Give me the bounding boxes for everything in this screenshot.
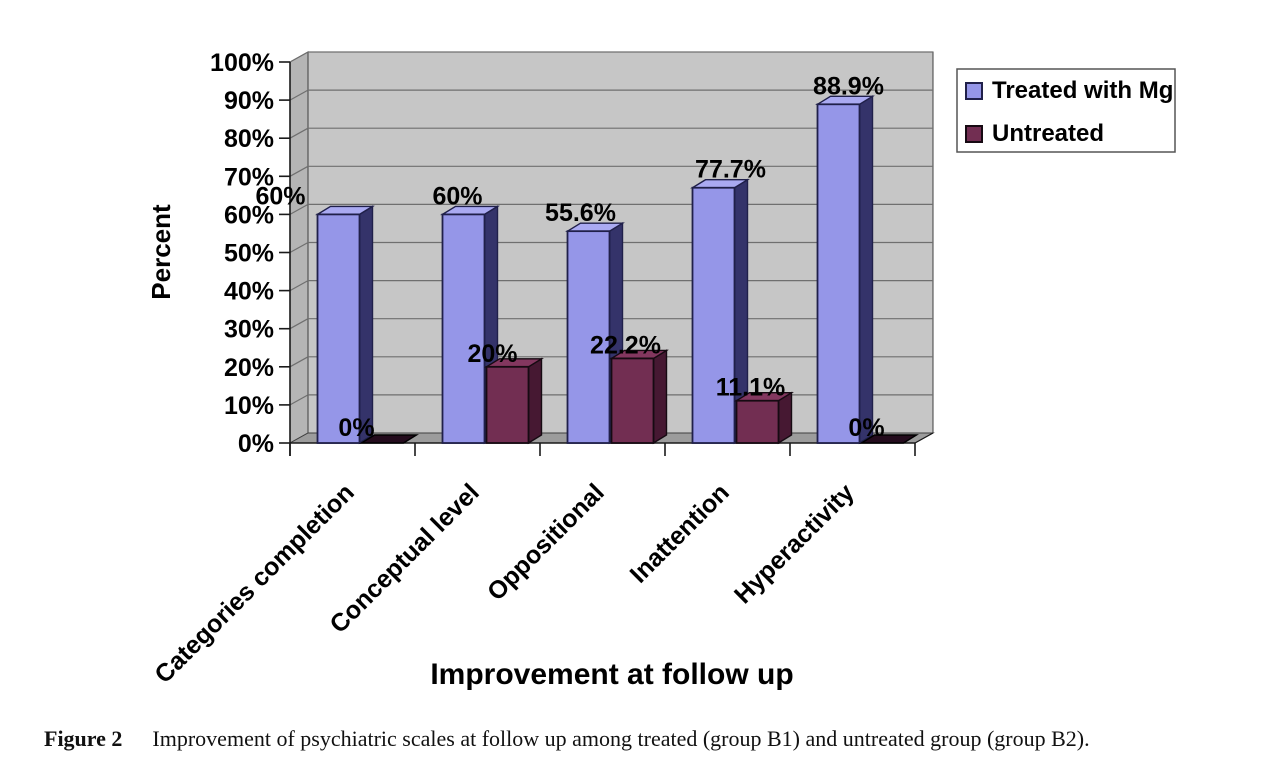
- y-tick-label: 100%: [210, 49, 274, 77]
- bar-untreated-0-zero: [359, 434, 419, 444]
- gridline-slant: [289, 356, 309, 368]
- data-label-treated: 77.7%: [695, 156, 766, 184]
- bar-treated-2: [566, 230, 611, 444]
- x-category-label: Inattention: [625, 478, 735, 588]
- x-axis-corner: [914, 432, 934, 444]
- legend-swatch-untreated: [965, 125, 983, 143]
- y-tick-label: 90%: [224, 87, 274, 115]
- data-label-treated: 55.6%: [545, 199, 616, 227]
- x-category-label: Categories completion: [149, 478, 359, 688]
- data-label-treated: 60%: [432, 182, 482, 210]
- bar-treated-0-side: [358, 205, 374, 445]
- bar-untreated-2-side: [652, 349, 668, 445]
- x-axis-title: Improvement at follow up: [430, 658, 793, 691]
- gridline-slant: [289, 280, 309, 292]
- legend-label: Treated with Mg: [992, 77, 1173, 104]
- gridline-slant: [289, 51, 309, 63]
- gridline-slant: [289, 165, 309, 177]
- bar-treated-4-side: [858, 95, 874, 445]
- data-label-untreated: 0%: [338, 414, 374, 442]
- gridline-slant: [289, 203, 309, 215]
- y-tick-label: 40%: [224, 278, 274, 306]
- gridline-slant: [289, 127, 309, 139]
- data-label-untreated: 11.1%: [716, 374, 786, 402]
- y-tick-label: 10%: [224, 392, 274, 420]
- figure-caption-label: Figure 2: [44, 726, 123, 751]
- bar-untreated-1: [485, 365, 530, 444]
- gridline-slant: [289, 318, 309, 330]
- data-label-treated: 88.9%: [813, 72, 884, 100]
- bar-treated-4: [816, 103, 861, 444]
- gridline-slant: [289, 394, 309, 406]
- y-tick-label: 0%: [238, 430, 274, 458]
- data-label-untreated: 0%: [848, 414, 884, 442]
- bar-untreated-4-zero: [859, 434, 919, 444]
- y-tick-label: 50%: [224, 240, 274, 268]
- figure-caption-text: Improvement of psychiatric scales at fol…: [152, 726, 1090, 751]
- data-label-treated: 60%: [255, 182, 305, 210]
- figure-caption: Figure 2 Improvement of psychiatric scale…: [44, 726, 1280, 752]
- legend-swatch-treated: [965, 82, 983, 100]
- bar-untreated-1-side: [527, 357, 543, 445]
- data-label-untreated: 20%: [467, 340, 517, 368]
- y-tick-label: 20%: [224, 354, 274, 382]
- bar-untreated-2: [610, 357, 655, 444]
- legend-box: [956, 68, 1176, 153]
- y-tick-label: 60%: [224, 201, 274, 229]
- legend-label: Untreated: [992, 120, 1104, 147]
- gridline-slant: [289, 241, 309, 254]
- x-category-label: Hyperactivity: [729, 478, 860, 609]
- bar-treated-3: [691, 186, 736, 444]
- bar-untreated-3: [735, 399, 780, 444]
- data-label-untreated: 22.2%: [590, 331, 661, 359]
- x-category-label: Oppositional: [482, 478, 610, 606]
- gridline-slant: [289, 89, 309, 101]
- y-axis-title: Percent: [146, 204, 176, 300]
- chart-canvas: 0%10%20%30%40%50%60%70%80%90%100%60%0%Ca…: [146, 49, 1176, 691]
- bar-treated-1: [441, 213, 486, 444]
- y-tick-label: 30%: [224, 316, 274, 344]
- bar-treated-0: [316, 213, 361, 444]
- y-tick-label: 80%: [224, 125, 274, 153]
- y-tick-label: 70%: [224, 163, 274, 191]
